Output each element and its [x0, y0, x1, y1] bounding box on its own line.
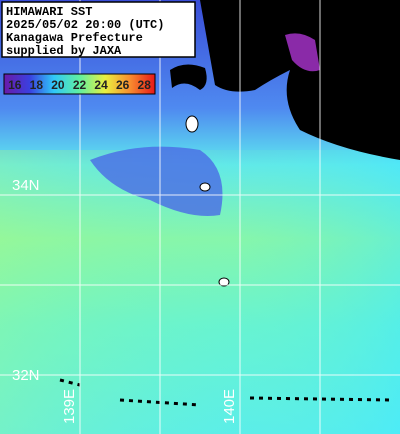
island: [185, 115, 199, 133]
colorbar: [3, 73, 156, 95]
land: [170, 64, 207, 90]
lat-label: 34N: [12, 177, 40, 194]
colorbar-label: 18: [30, 78, 44, 92]
lon-label: 139E: [61, 389, 78, 424]
lon-label: 140E: [221, 389, 238, 424]
cool-water: [90, 146, 223, 216]
island: [218, 277, 230, 287]
header-line: 2025/05/02 20:00 (UTC): [6, 18, 164, 32]
colorbar-label: 16: [8, 78, 22, 92]
colorbar-label: 28: [138, 78, 152, 92]
island: [199, 182, 211, 192]
islets: [59, 378, 391, 407]
colorbar-label: 20: [51, 78, 65, 92]
header-box: [1, 1, 196, 58]
land: [200, 0, 400, 160]
colorbar-label: 26: [116, 78, 130, 92]
header-line: HIMAWARI SST: [6, 5, 92, 19]
colorbar-label: 24: [94, 78, 108, 92]
header-line: supplied by JAXA: [6, 44, 122, 58]
header-line: Kanagawa Prefecture: [6, 31, 143, 45]
warm-bay: [285, 33, 320, 72]
lat-label: 32N: [12, 367, 40, 384]
colorbar-label: 22: [73, 78, 87, 92]
